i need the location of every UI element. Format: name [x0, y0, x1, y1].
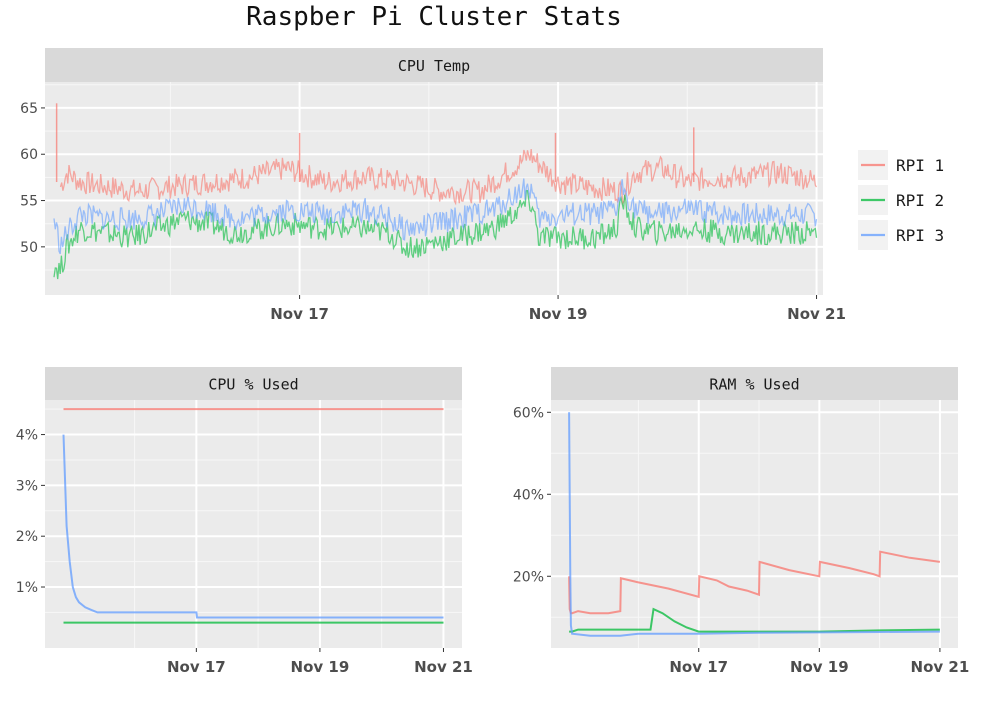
x-tick-label: Nov 21 [787, 305, 846, 323]
y-tick-label: 1% [16, 580, 38, 596]
panel-cpu-used: CPU % Used Nov 17 Nov 19 Nov 21 1% 2% 3% 4% [16, 367, 473, 676]
legend-label: RPI 3 [896, 226, 944, 245]
y-tick-label: 60% [513, 405, 544, 421]
y-tick-label: 55 [20, 194, 38, 210]
x-tick-label: Nov 17 [270, 305, 329, 323]
plot-background [45, 400, 462, 648]
x-tick-label: Nov 19 [790, 658, 849, 676]
series-line-rpi-3 [568, 412, 940, 637]
facet-strip [45, 48, 823, 82]
facet-strip [45, 367, 462, 400]
legend-label: RPI 1 [896, 156, 944, 175]
y-tick-label: 40% [513, 487, 544, 503]
plot-background [551, 400, 958, 648]
series-line-rpi-2 [53, 189, 818, 280]
panel-ram-used: RAM % Used Nov 17 Nov 19 Nov 21 20% 40% 60% [513, 367, 969, 676]
series-line-rpi-2 [569, 607, 940, 633]
x-tick-label: Nov 19 [291, 658, 350, 676]
series-line-rpi-1 [568, 550, 941, 615]
facet-title: CPU % Used [208, 376, 298, 394]
facet-title: RAM % Used [709, 376, 799, 394]
x-tick-label: Nov 19 [529, 305, 588, 323]
legend: RPI 1 RPI 2 RPI 3 [858, 150, 944, 250]
facet-strip [551, 367, 958, 400]
y-tick-label: 60 [20, 147, 38, 163]
y-tick-label: 3% [16, 478, 38, 494]
x-tick-label: Nov 21 [911, 658, 970, 676]
y-tick-label: 50 [20, 240, 38, 256]
series-line-rpi-3 [53, 178, 818, 255]
y-tick-label: 20% [513, 569, 544, 585]
legend-label: RPI 2 [896, 191, 944, 210]
x-tick-label: Nov 21 [414, 658, 473, 676]
facet-title: CPU Temp [398, 57, 470, 75]
y-tick-label: 4% [16, 428, 38, 444]
chart-title: Raspber Pi Cluster Stats [246, 2, 622, 32]
panel-cpu-temp: CPU Temp Nov 17 Nov 19 Nov 21 50 55 60 65 [20, 48, 846, 323]
x-tick-label: Nov 17 [167, 658, 226, 676]
x-tick-label: Nov 17 [669, 658, 728, 676]
y-tick-label: 65 [20, 101, 38, 117]
y-tick-label: 2% [16, 529, 38, 545]
series-line-rpi-3 [62, 434, 444, 619]
series-line-rpi-1 [59, 149, 818, 206]
